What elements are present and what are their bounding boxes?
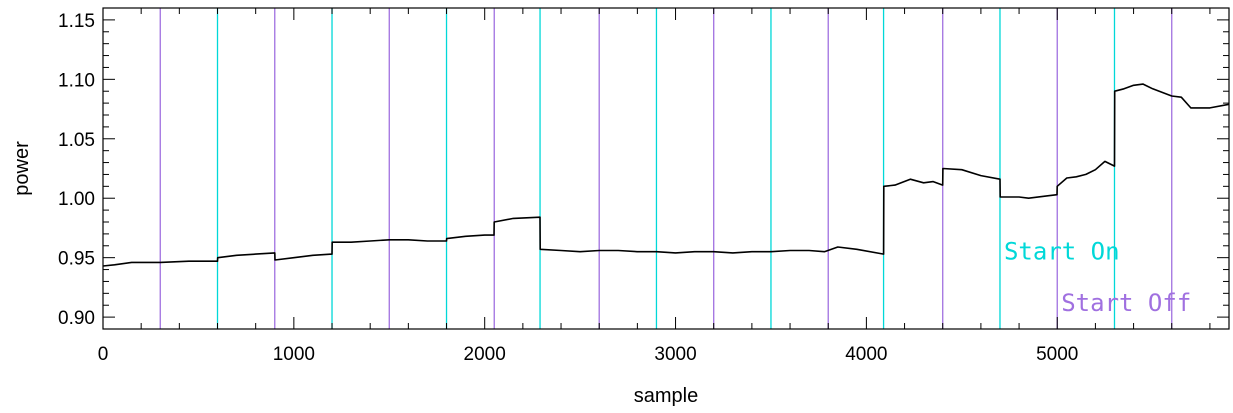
- x-tick-label: 5000: [1036, 344, 1078, 365]
- y-tick-label: 1.05: [58, 130, 95, 151]
- y-tick-label: 0.90: [58, 308, 95, 329]
- x-axis-title: sample: [634, 385, 698, 407]
- x-tick-label: 0: [98, 344, 109, 365]
- power-series-line: [102, 83, 1230, 267]
- x-tick-label: 2000: [464, 344, 506, 365]
- x-tick-label: 4000: [845, 344, 887, 365]
- start-on-markers: [216, 8, 1116, 329]
- y-tick-label: 1.00: [58, 189, 95, 210]
- plot-frame: [102, 7, 1230, 330]
- x-tick-label: 1000: [273, 344, 315, 365]
- start-on-label: Start On: [1004, 238, 1120, 266]
- y-tick-label: 1.15: [58, 11, 95, 32]
- x-tick-label: 3000: [654, 344, 696, 365]
- axis-tick-labels: 0 1000 2000 3000 4000 5000 0.90 0.95 1.00 1.05 1.1…: [58, 11, 1078, 365]
- y-tick-label: 0.95: [58, 249, 95, 270]
- y-axis-title: power: [11, 141, 33, 196]
- series-layer: [102, 83, 1230, 267]
- axis-ticks: [102, 7, 1229, 330]
- y-tick-label: 1.10: [58, 70, 95, 91]
- start-off-label: Start Off: [1061, 289, 1191, 317]
- start-off-markers: [159, 8, 1173, 329]
